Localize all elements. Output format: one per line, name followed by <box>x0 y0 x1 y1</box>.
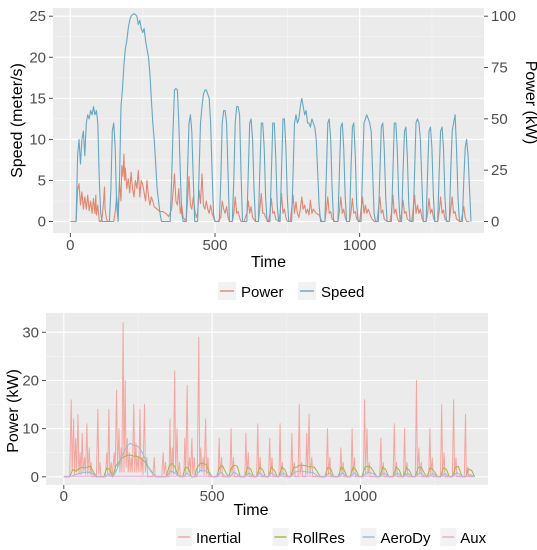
x-tick-label: 1000 <box>343 237 376 254</box>
y-left-tick-label: 25 <box>29 8 46 25</box>
x-axis-title: Time <box>234 502 269 519</box>
y-left-tick-label: 20 <box>29 49 46 66</box>
y-tick-label: 10 <box>22 421 39 438</box>
x-tick-label: 500 <box>200 488 225 505</box>
y-right-axis-title: Power (kW) <box>522 61 537 145</box>
y-left-tick-label: 0 <box>38 214 46 231</box>
y-axis-title: Power (kW) <box>5 369 22 453</box>
series-line-inertial <box>63 322 474 478</box>
y-right-tick-label: 25 <box>491 162 508 179</box>
legend-label-rollres: RollRes <box>292 530 345 547</box>
bottom-chart: 0 10 20 30 0 500 1000 Time Power (kW) Inertial Rol… <box>5 313 488 547</box>
y-left-tick-label: 15 <box>29 90 46 107</box>
series-line-speed <box>70 13 472 223</box>
bottom-panel <box>46 313 488 485</box>
y-tick-label: 30 <box>22 324 39 341</box>
y-right-tick-label: 50 <box>491 111 508 128</box>
bottom-legend: Inertial RollRes AeroDy Aux <box>176 528 487 547</box>
y-right-tick-label: 100 <box>491 8 516 25</box>
x-tick-label: 500 <box>202 237 227 254</box>
series-line-power <box>70 153 470 223</box>
y-right-tick-label: 0 <box>491 214 499 231</box>
legend-label-aerody: AeroDy <box>381 530 432 547</box>
top-legend: Power Speed <box>218 282 364 301</box>
x-tick-label: 1000 <box>344 488 377 505</box>
top-panel <box>53 8 484 233</box>
y-left-tick-label: 10 <box>29 131 46 148</box>
x-axis-title: Time <box>251 254 286 271</box>
y-left-tick-label: 5 <box>38 172 46 189</box>
y-right-tick-label: 75 <box>491 60 508 77</box>
y-tick-label: 0 <box>31 469 39 486</box>
legend-label-aux: Aux <box>460 530 486 547</box>
y-tick-label: 20 <box>22 372 39 389</box>
x-tick-label: 0 <box>66 237 74 254</box>
legend-label-power: Power <box>241 284 284 301</box>
legend-label-inertial: Inertial <box>196 530 241 547</box>
y-left-axis-title: Speed (meter/s) <box>9 63 26 178</box>
legend-label-speed: Speed <box>321 284 364 301</box>
series-line-aerody <box>63 442 475 478</box>
x-tick-label: 0 <box>60 488 68 505</box>
